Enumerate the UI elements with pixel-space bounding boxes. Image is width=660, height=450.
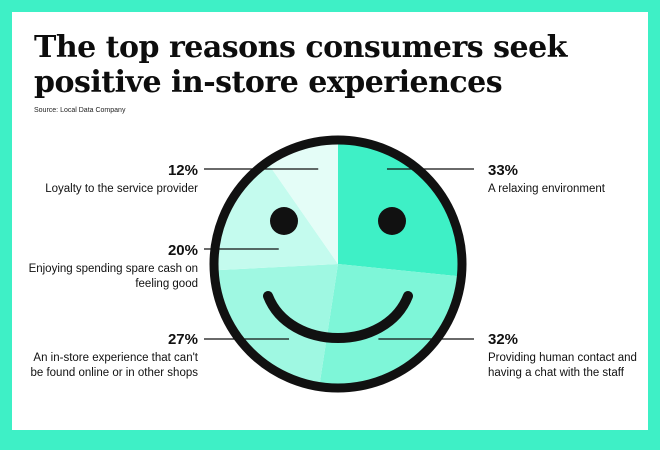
- label-human-contact: 32% Providing human contact and having a…: [488, 330, 638, 380]
- right-eye: [378, 207, 406, 235]
- smiley-outline: [209, 135, 467, 393]
- smile-mouth: [263, 291, 413, 343]
- label-relaxing-text: A relaxing environment: [488, 183, 605, 195]
- label-loyalty-text: Loyalty to the service provider: [45, 183, 198, 195]
- slice-unique-experience: [218, 264, 338, 383]
- label-relaxing-value: 33%: [488, 162, 519, 179]
- label-spare-cash-text: Enjoying spending spare cash on feeling …: [28, 263, 198, 290]
- label-unique-experience-value: 27%: [167, 331, 198, 348]
- pie-slices: [218, 144, 458, 384]
- label-spare-cash: 20% Enjoying spending spare cash on feel…: [22, 241, 198, 291]
- label-unique-experience-text: An in-store experience that can't be fou…: [30, 352, 198, 379]
- label-unique-experience: 27% An in-store experience that can't be…: [22, 330, 198, 380]
- left-eye: [270, 207, 298, 235]
- label-loyalty: 12% Loyalty to the service provider: [22, 161, 198, 197]
- label-spare-cash-value: 20%: [167, 242, 198, 259]
- label-human-contact-text: Providing human contact and having a cha…: [488, 352, 637, 379]
- leader-lines: [204, 168, 474, 340]
- label-human-contact-value: 32%: [488, 331, 519, 348]
- source-note: Source: Local Data Company: [34, 107, 126, 114]
- chart-title: The top reasons consumers seek positive …: [34, 30, 567, 100]
- smiley-face: [263, 207, 413, 343]
- slice-loyalty: [269, 144, 338, 264]
- label-loyalty-value: 12%: [167, 162, 198, 179]
- label-relaxing: 33% A relaxing environment: [488, 161, 638, 197]
